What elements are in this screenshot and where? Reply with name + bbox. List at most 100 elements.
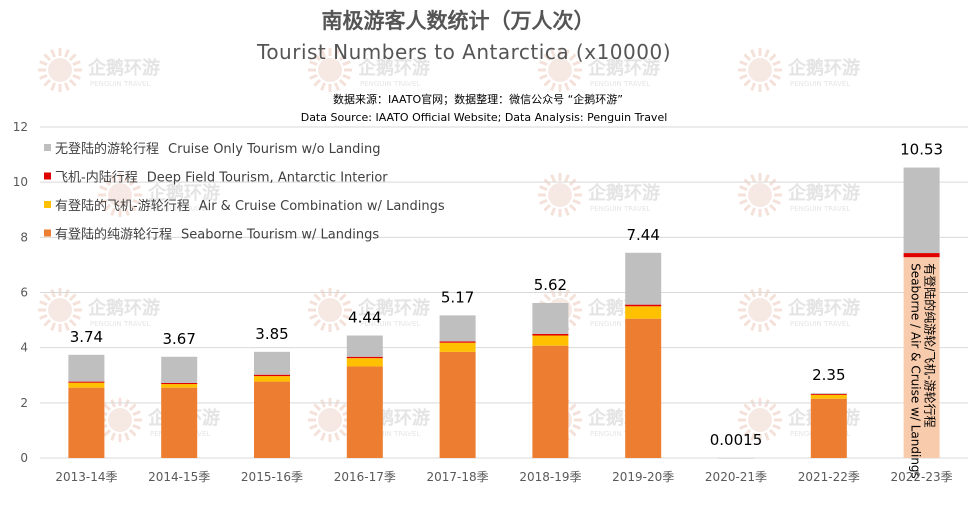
y-tick-label: 12 (13, 120, 28, 134)
bar-segment-deep_field (532, 333, 569, 336)
bar-segment-seaborne (532, 345, 569, 458)
watermark-brand-cn: 企鹅环游 (787, 297, 860, 319)
legend-label: 无登陆的游轮行程 Cruise Only Tourism w/o Landing (55, 141, 380, 157)
annotation-text-en: Seaborne / Air & Cruise w/ Landings (909, 263, 923, 479)
watermark-sun-icon (738, 288, 782, 332)
total-data-label: 2.35 (812, 366, 845, 384)
total-data-label: 5.17 (441, 288, 474, 306)
bar-segment-deep_field (346, 356, 383, 359)
annotation-text-cn: 有登陆的纯游轮/飞机-游轮行程 (923, 263, 938, 427)
watermark-sun-icon (38, 288, 82, 332)
legend-label-cn: 有登陆的纯游轮行程 (55, 227, 172, 243)
bar-segment-cruise_only (161, 356, 198, 383)
legend: 无登陆的游轮行程 Cruise Only Tourism w/o Landing 飞… (44, 141, 445, 243)
x-tick-label: 2022-23季 (891, 470, 953, 484)
bar-segment-air_cruise (346, 358, 383, 367)
bar-segment-air_cruise (439, 342, 476, 352)
watermark-brand-cn: 企鹅环游 (147, 182, 220, 204)
watermark-sun-icon (308, 288, 352, 332)
watermark-sun-icon (538, 173, 582, 217)
legend-label: 飞机-内陆行程 Deep Field Tourism, Antarctic Int… (55, 170, 388, 186)
data-source-cn: 数据来源：IAATO官网；数据整理：微信公众号 “企鹅环游” (333, 92, 623, 106)
watermark-sun-icon (538, 48, 582, 92)
legend-label-cn: 有登陆的飞机-游轮行程 (55, 198, 190, 214)
x-tick-label: 2021-22季 (798, 470, 860, 484)
watermark-sun-icon (98, 398, 142, 442)
y-tick-label: 8 (20, 230, 28, 244)
x-tick-label: 2016-17季 (334, 470, 396, 484)
bar-segment-deep_field (439, 341, 476, 343)
watermark-brand-cn: 企鹅环游 (87, 57, 160, 79)
bar-segment-seaborne (810, 398, 847, 458)
x-tick-label: 2017-18季 (427, 470, 489, 484)
legend-swatch (44, 201, 51, 208)
watermark-brand-en: PENGUIN TRAVEL (90, 320, 150, 328)
bar-segment-seaborne (903, 257, 940, 458)
watermark-brand-cn: 企鹅环游 (357, 297, 430, 319)
labels-layer: 3.74 3.67 3.85 4.44 5.17 5.62 7.44 0.0015 2.35 10… (70, 141, 943, 479)
watermark-brand-cn: 企鹅环游 (587, 182, 660, 204)
legend-swatch (44, 144, 51, 151)
bar-segment-seaborne (161, 387, 198, 458)
watermark-brand-en: PENGUIN TRAVEL (360, 320, 420, 328)
bar-segment-air_cruise (625, 306, 662, 319)
legend-label-en: Seaborne Tourism w/ Landings (181, 228, 379, 243)
data-source-en: Data Source: IAATO Official Website; Dat… (301, 111, 668, 124)
x-tick-label: 2020-21季 (705, 470, 767, 484)
bar-segment-cruise_only (346, 335, 383, 357)
watermark-brand-cn: 企鹅环游 (87, 297, 160, 319)
bar-segment-deep_field (161, 382, 198, 385)
legend-item-deep_field: 飞机-内陆行程 Deep Field Tourism, Antarctic Int… (44, 170, 388, 186)
x-tick-label: 2018-19季 (519, 470, 581, 484)
bar-segment-seaborne (346, 366, 383, 458)
watermark-brand-en: PENGUIN TRAVEL (790, 80, 850, 88)
axis-layer: 0 2 4 6 8 10 12 2013-14季 2014-15季 2015-16季 2016-17… (13, 120, 953, 484)
total-data-label: 3.67 (162, 330, 195, 348)
chart-title-cn: 南极游客人数统计（万人次） (322, 9, 595, 33)
watermark-brand-en: PENGUIN TRAVEL (590, 430, 650, 438)
watermark-brand-en: PENGUIN TRAVEL (590, 320, 650, 328)
x-tick-label: 2013-14季 (55, 470, 117, 484)
bar-segment-seaborne (439, 351, 476, 458)
bar-segment-cruise_only (439, 315, 476, 342)
bar-segment-cruise_only (810, 393, 847, 395)
watermark-sun-icon (98, 173, 142, 217)
bar-segment-cruise_only (718, 457, 754, 459)
bar-segment-deep_field (810, 394, 847, 395)
legend-item-cruise_only: 无登陆的游轮行程 Cruise Only Tourism w/o Landing (44, 141, 380, 157)
legend-swatch (44, 172, 51, 180)
legend-label-cn: 飞机-内陆行程 (55, 170, 138, 186)
bar-segment-air_cruise (68, 382, 105, 388)
bar-segment-air_cruise (810, 394, 847, 399)
bar-segment-cruise_only (254, 351, 290, 375)
total-data-label: 0.0015 (710, 431, 763, 449)
y-tick-label: 10 (13, 175, 28, 189)
x-tick-label: 2014-15季 (148, 470, 210, 484)
chart-title-en: Tourist Numbers to Antarctica (x10000) (256, 40, 671, 64)
bar-segment-deep_field (625, 304, 662, 307)
watermark-brand-cn: 企鹅环游 (587, 57, 660, 79)
watermark-sun-icon (738, 48, 782, 92)
y-tick-label: 0 (20, 451, 28, 465)
bar-segment-deep_field (254, 374, 290, 377)
watermark-brand-en: PENGUIN TRAVEL (360, 430, 420, 438)
bar-segment-deep_field (68, 381, 105, 383)
y-tick-label: 6 (20, 286, 28, 300)
legend-label-en: Air & Cruise Combination w/ Landings (199, 199, 445, 214)
watermark-brand-en: PENGUIN TRAVEL (590, 205, 650, 213)
x-tick-label: 2019-20季 (612, 470, 674, 484)
y-tick-label: 4 (20, 341, 28, 355)
bar-segment-air_cruise (532, 335, 569, 346)
watermark-brand-cn: 企鹅环游 (787, 182, 860, 204)
watermark-brand-en: PENGUIN TRAVEL (790, 320, 850, 328)
watermark-brand-en: PENGUIN TRAVEL (90, 80, 150, 88)
bar-segment-seaborne (68, 387, 105, 458)
